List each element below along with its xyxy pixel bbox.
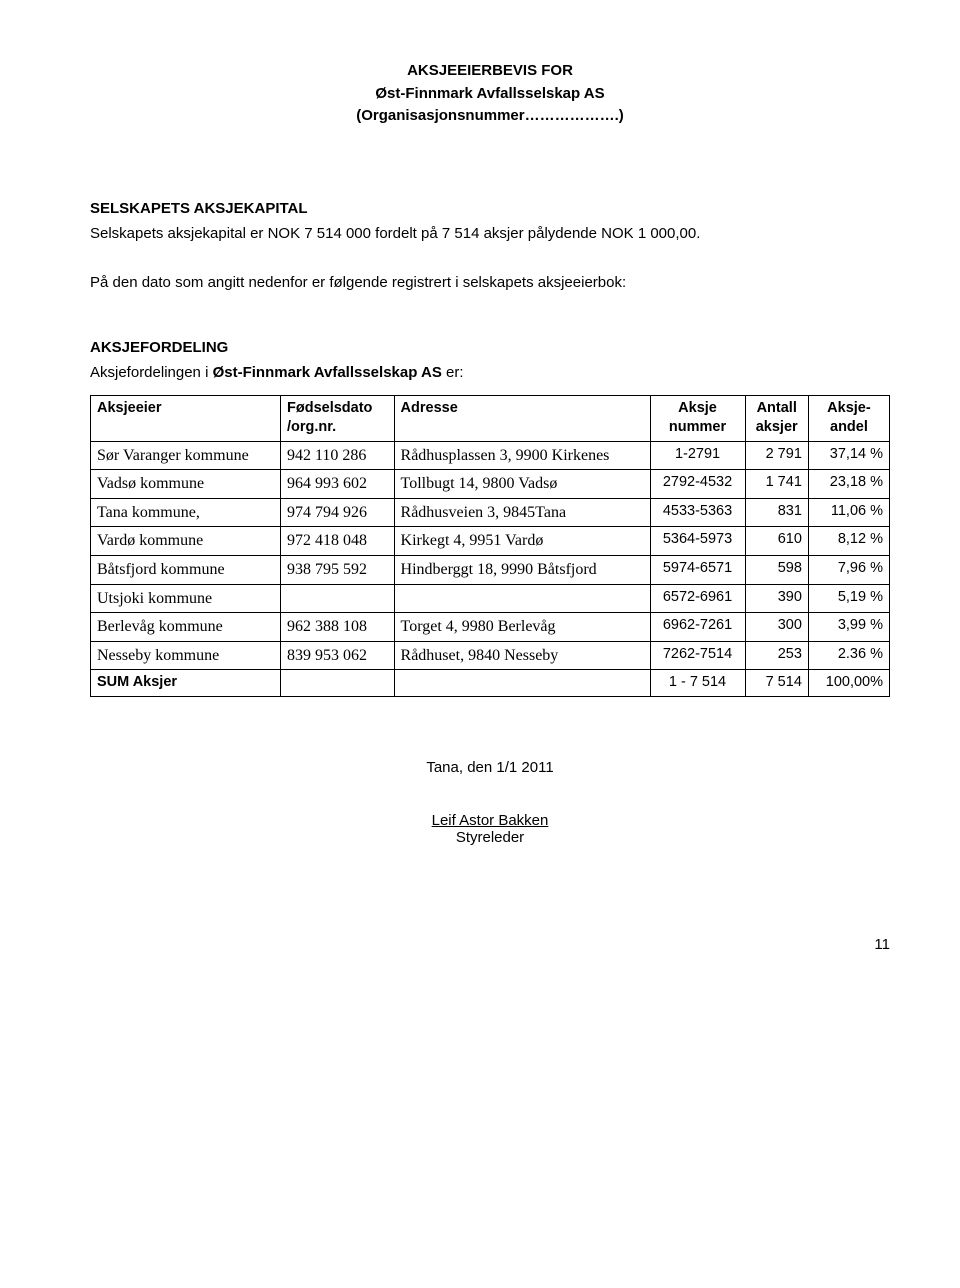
cell-name: Berlevåg kommune: [91, 613, 281, 642]
cell-count: 390: [745, 584, 808, 613]
table-sum-row: SUM Aksjer 1 - 7 5147 514100,00%: [91, 670, 890, 697]
col-adresse: Adresse: [394, 395, 650, 441]
cell-addr: Rådhuset, 9840 Nesseby: [394, 641, 650, 670]
cell-count: 1 741: [745, 470, 808, 499]
cell-pct: 2.36 %: [808, 641, 889, 670]
shareholder-table: Aksjeeier Fødselsdato /org.nr. Adresse A…: [90, 395, 890, 697]
table-row: Utsjoki kommune 6572-69613905,19 %: [91, 584, 890, 613]
cell-addr: Hindberggt 18, 9990 Båtsfjord: [394, 556, 650, 585]
date-place: Tana, den 1/1 2011: [90, 757, 890, 778]
col-andel: Aksje- andel: [808, 395, 889, 441]
cell-name: Tana kommune,: [91, 498, 281, 527]
fordeling-intro: Aksjefordelingen i Øst-Finnmark Avfallss…: [90, 362, 890, 383]
table-row: Vadsø kommune964 993 602Tollbugt 14, 980…: [91, 470, 890, 499]
cell-range: 7262-7514: [650, 641, 745, 670]
cell-pct: 5,19 %: [808, 584, 889, 613]
cell-addr: Torget 4, 9980 Berlevåg: [394, 613, 650, 642]
sum-count: 7 514: [745, 670, 808, 697]
cell-count: 253: [745, 641, 808, 670]
cell-range: 1-2791: [650, 441, 745, 470]
signature-role: Styreleder: [90, 829, 890, 846]
cell-name: Vadsø kommune: [91, 470, 281, 499]
cell-pct: 11,06 %: [808, 498, 889, 527]
cell-org: 964 993 602: [281, 470, 395, 499]
footer-block: Tana, den 1/1 2011 Leif Astor Bakken Sty…: [90, 757, 890, 846]
cell-count: 300: [745, 613, 808, 642]
col-fodselsdato: Fødselsdato /org.nr.: [281, 395, 395, 441]
cell-name: Vardø kommune: [91, 527, 281, 556]
cell-count: 610: [745, 527, 808, 556]
cell-addr: Kirkegt 4, 9951 Vardø: [394, 527, 650, 556]
table-row: Berlevåg kommune962 388 108Torget 4, 998…: [91, 613, 890, 642]
cell-org: 974 794 926: [281, 498, 395, 527]
cell-range: 4533-5363: [650, 498, 745, 527]
cell-range: 6962-7261: [650, 613, 745, 642]
cell-name: Sør Varanger kommune: [91, 441, 281, 470]
cell-org: 962 388 108: [281, 613, 395, 642]
section-heading-capital: SELSKAPETS AKSJEKAPITAL: [90, 198, 890, 219]
cell-range: 5974-6571: [650, 556, 745, 585]
table-row: Nesseby kommune839 953 062Rådhuset, 9840…: [91, 641, 890, 670]
cell-addr: Rådhusveien 3, 9845Tana: [394, 498, 650, 527]
cell-count: 831: [745, 498, 808, 527]
cell-range: 5364-5973: [650, 527, 745, 556]
col-antall: Antall aksjer: [745, 395, 808, 441]
cell-org: [281, 584, 395, 613]
col-aksjenummer: Aksje nummer: [650, 395, 745, 441]
cell-range: 2792-4532: [650, 470, 745, 499]
cell-name: Nesseby kommune: [91, 641, 281, 670]
sum-pct: 100,00%: [808, 670, 889, 697]
cell-org: 972 418 048: [281, 527, 395, 556]
cell-org: 938 795 592: [281, 556, 395, 585]
cell-pct: 3,99 %: [808, 613, 889, 642]
fordeling-intro-a: Aksjefordelingen i: [90, 364, 213, 381]
registered-text: På den dato som angitt nedenfor er følge…: [90, 272, 890, 293]
cell-pct: 7,96 %: [808, 556, 889, 585]
cell-count: 598: [745, 556, 808, 585]
cell-pct: 23,18 %: [808, 470, 889, 499]
cell-name: Utsjoki kommune: [91, 584, 281, 613]
cell-pct: 8,12 %: [808, 527, 889, 556]
cell-org: 942 110 286: [281, 441, 395, 470]
table-row: Vardø kommune972 418 048Kirkegt 4, 9951 …: [91, 527, 890, 556]
signature-name: Leif Astor Bakken: [90, 812, 890, 829]
cell-addr: Tollbugt 14, 9800 Vadsø: [394, 470, 650, 499]
capital-text: Selskapets aksjekapital er NOK 7 514 000…: [90, 223, 890, 244]
cell-org: 839 953 062: [281, 641, 395, 670]
table-row: Tana kommune,974 794 926Rådhusveien 3, 9…: [91, 498, 890, 527]
cell-addr: Rådhusplassen 3, 9900 Kirkenes: [394, 441, 650, 470]
table-header-row: Aksjeeier Fødselsdato /org.nr. Adresse A…: [91, 395, 890, 441]
cell-pct: 37,14 %: [808, 441, 889, 470]
title-block: AKSJEEIERBEVIS FOR Øst-Finnmark Avfallss…: [90, 60, 890, 128]
title-line-2: Øst-Finnmark Avfallsselskap AS: [90, 83, 890, 106]
page-number: 11: [90, 936, 890, 953]
title-line-3: (Organisasjonsnummer……………….): [90, 105, 890, 128]
sum-label: SUM Aksjer: [91, 670, 281, 697]
cell-range: 6572-6961: [650, 584, 745, 613]
sum-range: 1 - 7 514: [650, 670, 745, 697]
fordeling-intro-c: er:: [442, 364, 464, 381]
col-aksjeeier: Aksjeeier: [91, 395, 281, 441]
table-row: Båtsfjord kommune938 795 592Hindberggt 1…: [91, 556, 890, 585]
cell-addr: [394, 584, 650, 613]
section-heading-fordeling: AKSJEFORDELING: [90, 337, 890, 358]
cell-count: 2 791: [745, 441, 808, 470]
title-line-1: AKSJEEIERBEVIS FOR: [90, 60, 890, 83]
table-row: Sør Varanger kommune942 110 286Rådhuspla…: [91, 441, 890, 470]
cell-name: Båtsfjord kommune: [91, 556, 281, 585]
fordeling-intro-b: Øst-Finnmark Avfallsselskap AS: [213, 364, 442, 381]
